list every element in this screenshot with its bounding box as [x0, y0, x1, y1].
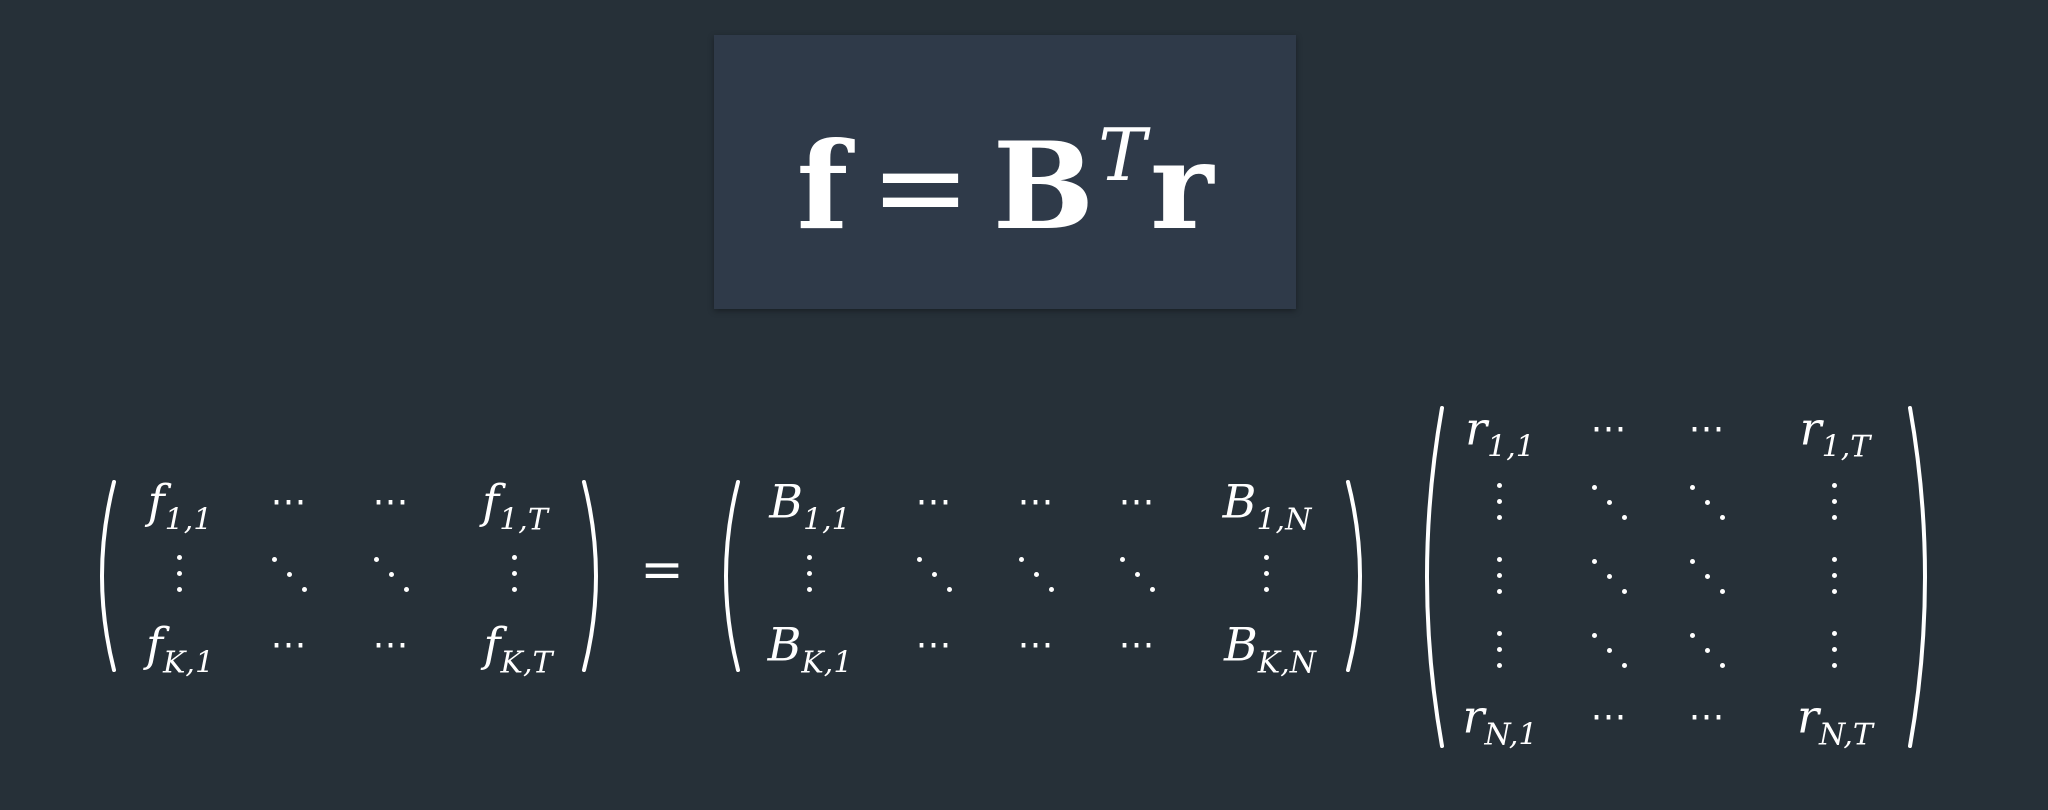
f-ddots-a	[270, 555, 310, 595]
equals-sign: =	[640, 540, 684, 600]
formula-transpose: T	[1098, 113, 1147, 197]
r-entry-1-1: r1,1	[1465, 401, 1535, 465]
formula-f-equals-bt-r: f = BTr	[714, 119, 1296, 248]
f-entry-1-t: f1,T	[482, 474, 548, 538]
r-ddots-1b	[1688, 483, 1728, 523]
r-vdots-left-1	[1497, 483, 1503, 523]
b-entry-1-1: B1,1	[769, 474, 851, 538]
b-matrix-left-paren	[724, 480, 740, 672]
r-hdots-1a: ⋯	[1590, 408, 1630, 449]
b-matrix-right-paren	[1346, 480, 1362, 672]
b-vdots-left	[807, 555, 813, 595]
r-vdots-left-2	[1497, 557, 1503, 597]
r-vdots-right-2	[1832, 557, 1838, 597]
r-entry-n-1: rN,1	[1462, 689, 1538, 753]
r-entry-n-t: rN,T	[1797, 689, 1873, 753]
b-entry-1-n: B1,N	[1222, 474, 1312, 538]
r-hdots-5b: ⋯	[1688, 696, 1728, 737]
f-hdots-3a: ⋯	[270, 624, 310, 665]
r-hdots-1b: ⋯	[1688, 408, 1728, 449]
formula-f: f	[796, 116, 849, 257]
f-hdots-3b: ⋯	[372, 624, 412, 665]
b-hdots-3c: ⋯	[1118, 624, 1158, 665]
b-hdots-3b: ⋯	[1017, 624, 1057, 665]
r-hdots-5a: ⋯	[1590, 696, 1630, 737]
formula-equals: =	[870, 118, 971, 257]
formula-b: B	[992, 116, 1095, 257]
b-hdots-1b: ⋯	[1017, 481, 1057, 522]
f-matrix-right-paren	[582, 480, 598, 672]
f-matrix-left-paren	[100, 480, 116, 672]
f-entry-k-1: fK,1	[145, 617, 215, 681]
b-vdots-right	[1264, 555, 1270, 595]
r-matrix-right-paren	[1908, 406, 1927, 748]
b-ddots-a	[915, 555, 955, 595]
r-matrix-left-paren	[1425, 406, 1444, 748]
b-hdots-3a: ⋯	[915, 624, 955, 665]
r-entry-1-t: r1,T	[1799, 401, 1871, 465]
formula-r: r	[1150, 116, 1214, 257]
b-ddots-b	[1017, 555, 1057, 595]
r-ddots-2a	[1590, 557, 1630, 597]
b-ddots-c	[1118, 555, 1158, 595]
f-hdots-1a: ⋯	[270, 481, 310, 522]
f-entry-k-t: fK,T	[483, 617, 553, 681]
r-vdots-right-1	[1832, 483, 1838, 523]
f-ddots-b	[372, 555, 412, 595]
f-vdots-right	[512, 555, 518, 595]
formula-box: f = BTr	[714, 35, 1296, 309]
b-entry-k-n: BK,N	[1223, 617, 1317, 681]
b-hdots-1a: ⋯	[915, 481, 955, 522]
r-ddots-2b	[1688, 557, 1728, 597]
f-hdots-1b: ⋯	[372, 481, 412, 522]
f-entry-1-1: f1,1	[147, 474, 213, 538]
b-entry-k-1: BK,1	[767, 617, 853, 681]
r-vdots-right-3	[1832, 631, 1838, 671]
r-ddots-3a	[1590, 631, 1630, 671]
r-ddots-3b	[1688, 631, 1728, 671]
r-vdots-left-3	[1497, 631, 1503, 671]
r-ddots-1a	[1590, 483, 1630, 523]
f-vdots-left	[177, 555, 183, 595]
b-hdots-1c: ⋯	[1118, 481, 1158, 522]
